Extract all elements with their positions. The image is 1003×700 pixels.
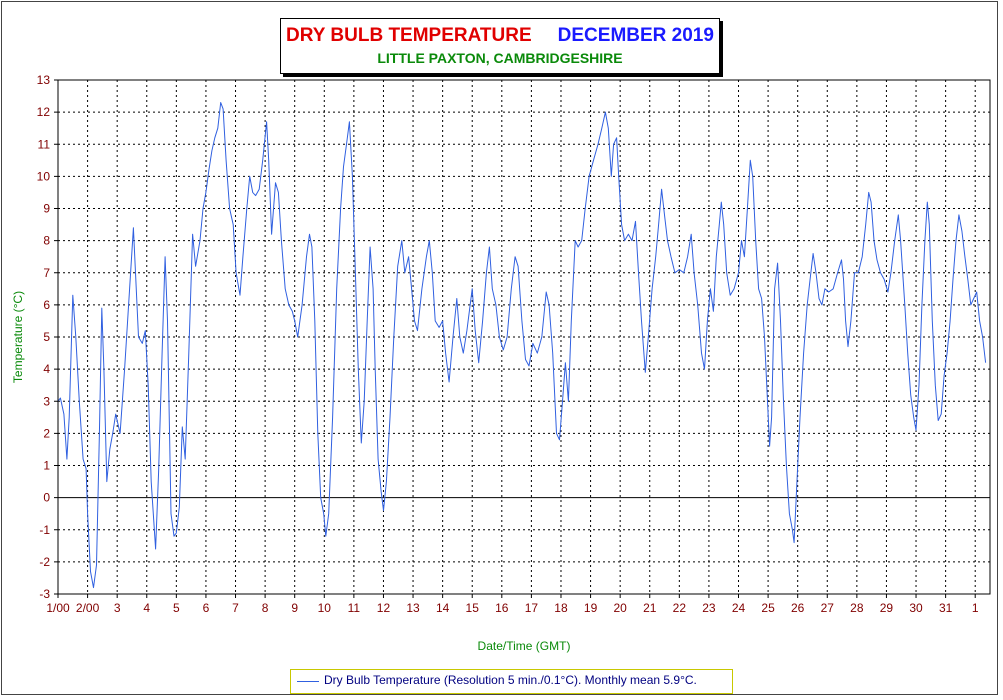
x-tick-label: 29 [880, 601, 894, 615]
x-tick-label: 27 [821, 601, 835, 615]
y-tick-label: 12 [37, 105, 51, 119]
y-tick-label: 6 [43, 298, 50, 312]
x-tick-label: 10 [318, 601, 332, 615]
x-tick-label: 18 [554, 601, 568, 615]
series-lines [57, 102, 987, 589]
x-tick-label: 3 [114, 601, 121, 615]
x-tick-label: 22 [673, 601, 687, 615]
x-tick-label: 25 [761, 601, 775, 615]
x-tick-label: 12 [377, 601, 391, 615]
x-tick-label: 8 [262, 601, 269, 615]
x-tick-label: 19 [584, 601, 598, 615]
x-tick-label: 15 [466, 601, 480, 615]
y-tick-label: 3 [43, 394, 50, 408]
y-tick-label: 9 [43, 202, 50, 216]
series-line-dry-bulb [57, 102, 987, 589]
x-axis-label: Date/Time (GMT) [478, 639, 571, 653]
title-box: DRY BULB TEMPERATURE DECEMBER 2019 LITTLE… [280, 18, 720, 74]
y-tick-label: 5 [43, 330, 50, 344]
legend: Dry Bulb Temperature (Resolution 5 min./… [290, 669, 733, 694]
y-axis-label: Temperature (°C) [11, 291, 25, 383]
plot-area-border [57, 79, 991, 595]
x-tick-label: 6 [203, 601, 210, 615]
x-tick-label: 24 [732, 601, 746, 615]
x-tick-label: 23 [702, 601, 716, 615]
x-tick-label: 11 [348, 601, 361, 615]
chart-title-period: DECEMBER 2019 [557, 25, 714, 46]
x-tick-label: 28 [850, 601, 864, 615]
x-tick-label: 21 [643, 601, 657, 615]
legend-swatch [297, 681, 319, 682]
grid-lines [58, 80, 990, 594]
x-tick-label: 31 [939, 601, 953, 615]
y-tick-label: 2 [43, 426, 50, 440]
x-tick-label: 5 [173, 601, 180, 615]
x-tick-label: 14 [436, 601, 450, 615]
x-tick-label: 20 [613, 601, 627, 615]
x-tick-label: 1/00 [46, 601, 70, 615]
title-line: DRY BULB TEMPERATURE DECEMBER 2019 [281, 25, 719, 47]
x-tick-label: 16 [495, 601, 509, 615]
y-tick-label: -3 [39, 587, 50, 601]
chart-title: DRY BULB TEMPERATURE [286, 25, 532, 46]
y-tick-label: 10 [37, 169, 51, 183]
x-tick-label: 30 [909, 601, 923, 615]
y-tick-label: 7 [43, 266, 50, 280]
x-tick-label: 2/00 [76, 601, 100, 615]
y-tick-label: 4 [43, 362, 50, 376]
y-tick-label: 1 [43, 459, 50, 473]
y-tick-label: 11 [38, 137, 51, 151]
y-tick-label: 8 [43, 234, 50, 248]
x-tick-label: 13 [406, 601, 420, 615]
x-tick-label: 17 [525, 601, 539, 615]
x-tick-label: 4 [143, 601, 150, 615]
x-tick-label: 1 [972, 601, 979, 615]
x-tick-label: 9 [291, 601, 298, 615]
x-tick-label: 7 [232, 601, 239, 615]
chart-subtitle: LITTLE PAXTON, CAMBRIDGESHIRE [377, 50, 623, 66]
x-axis-ticks: 1/00 2/00 3 4 5 6 7 8 9 10 11 12 13 14 15 16 17 18 19 20 21 2… [46, 594, 979, 615]
y-tick-label: 0 [43, 491, 50, 505]
y-tick-label: 13 [37, 73, 51, 87]
y-tick-label: -1 [39, 523, 50, 537]
x-tick-label: 26 [791, 601, 805, 615]
y-tick-label: -2 [39, 555, 50, 569]
legend-entry: Dry Bulb Temperature (Resolution 5 min./… [324, 673, 697, 687]
